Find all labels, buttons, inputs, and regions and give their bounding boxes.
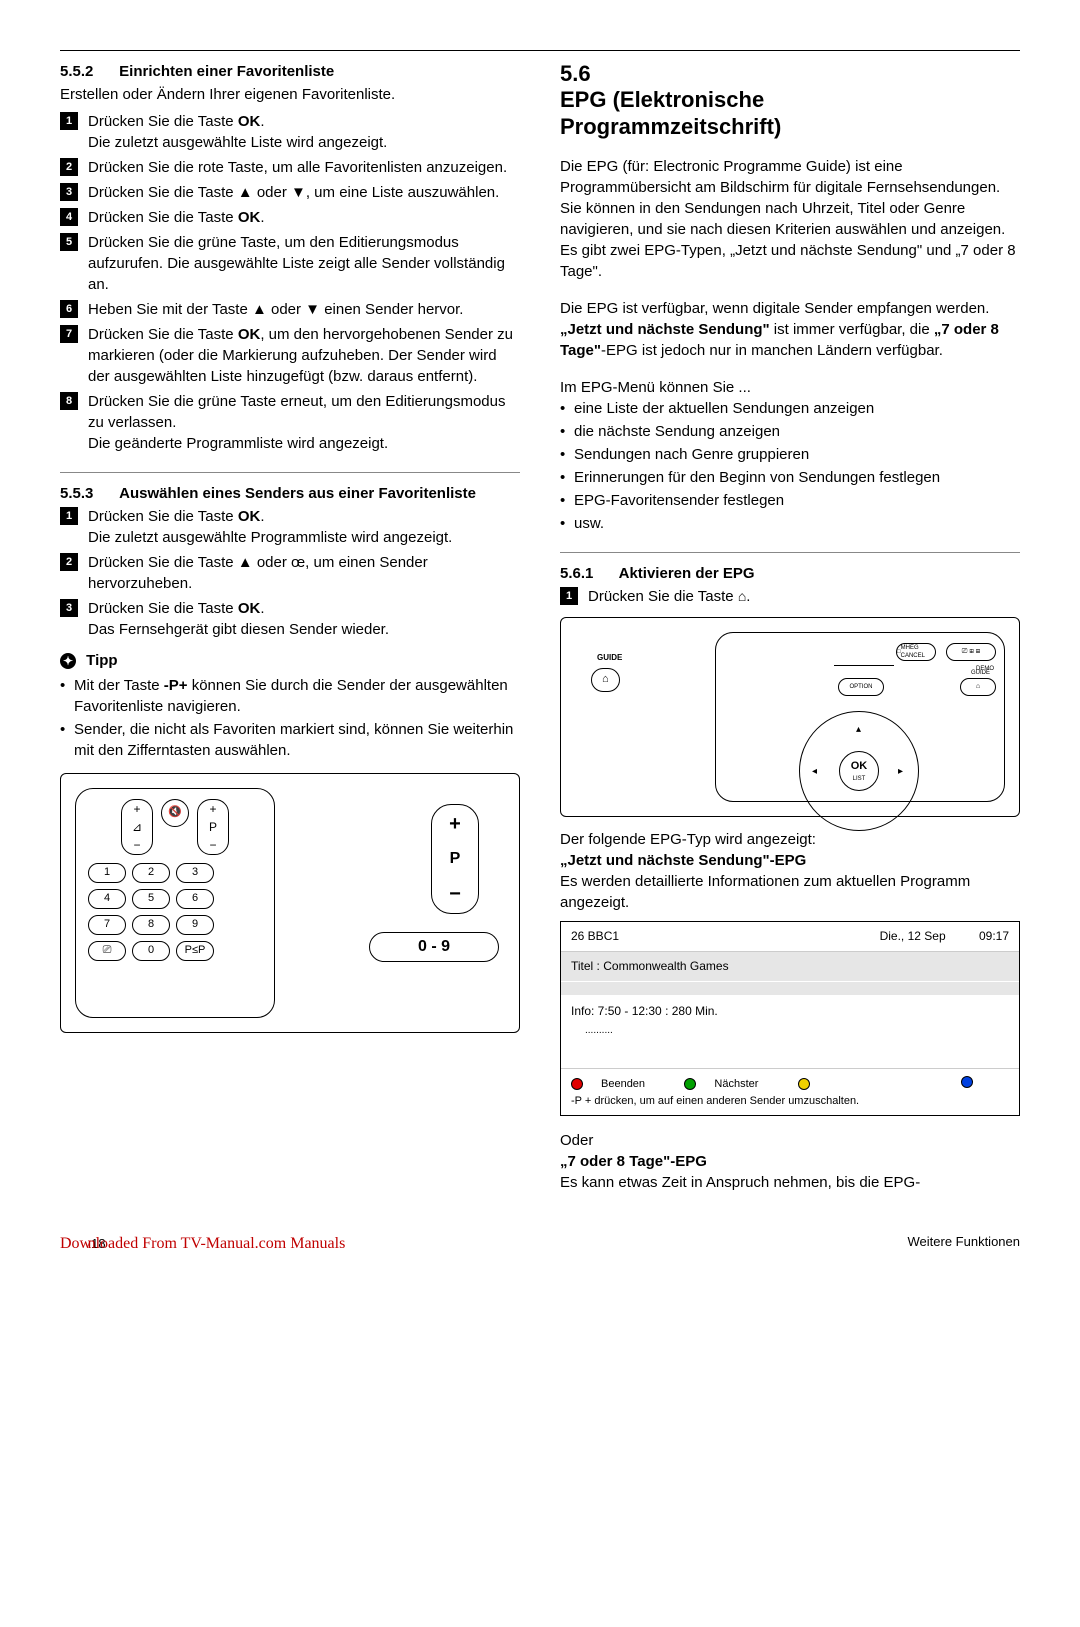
numpad-key: 2 — [132, 863, 170, 883]
legend-red: Beenden — [601, 1078, 645, 1090]
feature-item: die nächste Sendung anzeigen — [560, 421, 1020, 442]
section-number: 5.5.2 — [60, 61, 115, 82]
yellow-dot-icon — [798, 1078, 810, 1090]
option-button: OPTION — [838, 678, 884, 696]
legend-note: -P + drücken, um auf einen anderen Sende… — [571, 1094, 1009, 1109]
guide-label: GUIDE — [597, 652, 622, 663]
epg-info: Info: 7:50 - 12:30 : 280 Min. — [561, 995, 1019, 1024]
section-title: EPG (Elektronische Programmzeitschrift) — [560, 87, 960, 140]
paragraph: Es kann etwas Zeit in Anspruch nehmen, b… — [560, 1172, 1020, 1193]
numpad-key: 9 — [176, 915, 214, 935]
feature-item: EPG-Favoritensender festlegen — [560, 490, 1020, 511]
numpad-key: ⎚ — [88, 941, 126, 961]
step-item: 1Drücken Sie die Taste OK.Die zuletzt au… — [60, 111, 520, 153]
guide-label-small: GUIDE — [971, 669, 990, 677]
paragraph: Die EPG (für: Electronic Programme Guide… — [560, 156, 1020, 282]
step-item: 8Drücken Sie die grüne Taste erneut, um … — [60, 391, 520, 454]
numpad-key: 4 — [88, 889, 126, 909]
feature-item: usw. — [560, 513, 1020, 534]
intro-text: Erstellen oder Ändern Ihrer eigenen Favo… — [60, 84, 520, 105]
epg-legend: Beenden Nächster -P + drücken, um auf ei… — [561, 1068, 1019, 1116]
step-item: 3Drücken Sie die Taste OK.Das Fernsehger… — [60, 598, 520, 640]
section-title: Einrichten einer Favoritenliste — [119, 63, 334, 80]
heading-5-5-3: 5.5.3 Auswählen eines Senders aus einer … — [60, 483, 520, 504]
blue-dot-icon — [961, 1076, 973, 1088]
numpad-key: 5 — [132, 889, 170, 909]
legend-green: Nächster — [714, 1078, 758, 1090]
download-watermark: Dow18nloaded From TV-Manual.com Manuals — [60, 1233, 345, 1255]
epg-programme-title: Titel : Commonwealth Games — [561, 952, 1019, 981]
program-rocker: +P− — [197, 799, 229, 855]
steps-5-6-1: 1 Drücken Sie die Taste ⌂. — [560, 586, 1020, 607]
tip-icon: ✦ — [60, 653, 76, 669]
guide-button: ⌂ — [960, 678, 996, 696]
footer-section-name: Weitere Funktionen — [908, 1233, 1021, 1255]
heading-5-6-1: 5.6.1 Aktivieren der EPG — [560, 563, 1020, 584]
mheg-cancel-button: □ MHEG CANCEL — [896, 643, 936, 661]
section-number: 5.6 — [560, 61, 615, 87]
small-button: ⎚ ⊞ ⊞ — [946, 643, 996, 661]
step-item: 2Drücken Sie die rote Taste, um alle Fav… — [60, 157, 520, 178]
red-dot-icon — [571, 1078, 583, 1090]
right-column: 5.6 EPG (Elektronische Programmzeitschri… — [560, 61, 1020, 1193]
numpad-key: 8 — [132, 915, 170, 935]
numpad-key: 7 — [88, 915, 126, 935]
section-title: Aktivieren der EPG — [619, 565, 755, 582]
step-item: 1Drücken Sie die Taste OK.Die zuletzt au… — [60, 506, 520, 548]
feature-item: Erinnerungen für den Beginn von Sendunge… — [560, 467, 1020, 488]
numpad-key: 0 — [132, 941, 170, 961]
paragraph: Die EPG ist verfügbar, wenn digitale Sen… — [560, 298, 1020, 361]
mute-button: 🔇 — [161, 799, 189, 827]
tipp-heading: ✦ Tipp — [60, 650, 520, 671]
section-title: Auswählen eines Senders aus einer Favori… — [119, 483, 519, 504]
epg-features-list: eine Liste der aktuellen Sendungen anzei… — [560, 398, 1020, 534]
program-rocker-large: +P− — [431, 804, 479, 914]
numpad-key: 1 — [88, 863, 126, 883]
step-item: 3Drücken Sie die Taste ▲ oder ▼, um eine… — [60, 182, 520, 203]
epg-type-title: „Jetzt und nächste Sendung"-EPG — [560, 850, 1020, 871]
steps-5-5-2: 1Drücken Sie die Taste OK.Die zuletzt au… — [60, 111, 520, 454]
number-pad: 123 456 789 ⎚ 0 P≤P — [88, 863, 262, 961]
epg-date: Die., 12 Sep — [880, 929, 946, 943]
feature-item: eine Liste der aktuellen Sendungen anzei… — [560, 398, 1020, 419]
section-number: 5.6.1 — [560, 563, 615, 584]
epg-type-title: „7 oder 8 Tage"-EPG — [560, 1151, 1020, 1172]
section-number: 5.5.3 — [60, 483, 115, 504]
step-item: 4Drücken Sie die Taste OK. — [60, 207, 520, 228]
tipp-bullets: Mit der Taste -P+ können Sie durch die S… — [60, 675, 520, 761]
step-item: 2Drücken Sie die Taste ▲ oder œ, um eine… — [60, 552, 520, 594]
page-footer: Dow18nloaded From TV-Manual.com Manuals … — [60, 1233, 1020, 1255]
step-item: 5Drücken Sie die grüne Taste, um den Edi… — [60, 232, 520, 295]
green-dot-icon — [684, 1078, 696, 1090]
tip-item: Sender, die nicht als Favoriten markiert… — [60, 719, 520, 761]
left-column: 5.5.2 Einrichten einer Favoritenliste Er… — [60, 61, 520, 1193]
epg-screenshot: 26 BBC1 Die., 12 Sep 09:17 Titel : Commo… — [560, 921, 1020, 1116]
tip-item: Mit der Taste -P+ können Sie durch die S… — [60, 675, 520, 717]
numpad-key: P≤P — [176, 941, 214, 961]
list-lead: Im EPG-Menü können Sie ... — [560, 377, 1020, 398]
feature-item: Sendungen nach Genre gruppieren — [560, 444, 1020, 465]
numpad-key: 3 — [176, 863, 214, 883]
step-item: 7Drücken Sie die Taste OK, um den hervor… — [60, 324, 520, 387]
volume-rocker: +⊿− — [121, 799, 153, 855]
epg-time: 09:17 — [979, 929, 1009, 943]
heading-5-6: 5.6 EPG (Elektronische Programmzeitschri… — [560, 61, 1020, 140]
step-item: 6Heben Sie mit der Taste ▲ oder ▼ einen … — [60, 299, 520, 320]
remote-diagram-2: GUIDE ⌂ ⎚ ⊞ ⊞ □ MHEG CANCEL DEMO ⌂ GUIDE… — [560, 617, 1020, 817]
heading-5-5-2: 5.5.2 Einrichten einer Favoritenliste — [60, 61, 520, 82]
guide-book-icon: ⌂ — [738, 588, 746, 604]
numpad-key: 6 — [176, 889, 214, 909]
ok-navigation-ring: OKLIST ▴ ◂ ▸ — [794, 711, 924, 801]
tipp-label: Tipp — [86, 652, 117, 669]
paragraph: Der folgende EPG-Typ wird angezeigt: — [560, 829, 1020, 850]
digits-0-9: 0 - 9 — [369, 932, 499, 962]
paragraph: Es werden detaillierte Informationen zum… — [560, 871, 1020, 913]
steps-5-5-3: 1Drücken Sie die Taste OK.Die zuletzt au… — [60, 506, 520, 640]
epg-channel: 26 BBC1 — [571, 928, 619, 945]
step-text: Drücken Sie die Taste — [588, 588, 738, 605]
remote-diagram-1: +⊿− 🔇 +P− 123 456 789 ⎚ 0 P≤P +P− 0 - 9 — [60, 773, 520, 1033]
guide-button-large: ⌂ — [591, 668, 620, 691]
epg-dots: .......... — [561, 1024, 1019, 1068]
or-text: Oder — [560, 1130, 1020, 1151]
